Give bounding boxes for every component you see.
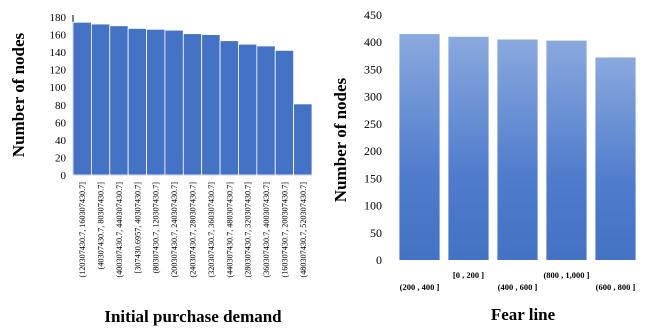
bar [109, 25, 129, 176]
bar [201, 34, 221, 176]
y-tick-label: 250 [364, 117, 382, 131]
y-tick-labels: 0 50 100 150 200 250 300 350 400 450 [364, 8, 382, 267]
x-tick-labels: (200 , 400 ] [0 , 200 ] (400 , 600 ] (800 ,… [400, 270, 636, 292]
x-tick-label: (320307430.7, 360307430.7] [207, 182, 216, 278]
bar [497, 39, 538, 260]
y-tick-labels: 0 20 40 60 80 100 120 140 160 180 [50, 12, 67, 182]
bar [399, 34, 440, 260]
chart-fear-line: 0 50 100 150 200 250 300 350 400 450 (200 , 400 ]… [331, 8, 636, 324]
bar [546, 40, 587, 260]
y-tick-label: 80 [55, 100, 67, 112]
y-tick-label: 450 [364, 8, 382, 22]
bars [399, 34, 636, 261]
y-tick-label: 160 [50, 30, 67, 42]
y-tick-label: 100 [364, 199, 382, 213]
bar [219, 40, 239, 176]
y-tick-label: 60 [55, 117, 67, 129]
x-tick-label: (40307430.7, 80307430.7] [97, 182, 106, 270]
y-tick-label: 180 [50, 12, 67, 24]
x-axis-label: Initial purchase demand [104, 307, 282, 326]
y-tick-label: 0 [376, 253, 382, 267]
x-tick-label: (400 , 600 ] [498, 282, 538, 292]
x-tick-label: (160307430.7, 200307430.7] [280, 182, 289, 278]
x-tick-label: [307430.6957, 40307430.7] [133, 182, 142, 274]
bar [274, 49, 295, 176]
x-tick-label: (480307430.7, 520307430.7] [299, 182, 308, 278]
x-tick-label: (120307430.7, 160307430.7] [78, 182, 87, 278]
x-tick-label: (440307430.7, 480307430.7] [225, 182, 234, 278]
x-axis-label: Fear line [491, 305, 556, 324]
bar [182, 33, 203, 176]
y-tick-label: 350 [364, 62, 382, 76]
y-tick-label: 40 [55, 135, 67, 147]
bar [293, 103, 313, 176]
x-tick-label: (360307430.7, 400307430.7] [262, 182, 271, 278]
bar [72, 21, 92, 176]
x-tick-label: (800 , 1,000 ] [543, 270, 589, 280]
x-tick-label: (80307430.7, 120307430.7] [152, 182, 161, 274]
y-tick-label: 120 [50, 65, 67, 77]
bar [595, 57, 636, 260]
y-tick-label: 0 [61, 170, 67, 182]
bars [72, 21, 313, 176]
y-tick-label: 140 [50, 47, 67, 59]
y-tick-label: 50 [370, 226, 382, 240]
bar [448, 36, 489, 261]
y-axis-label: Number of nodes [9, 32, 28, 157]
bar [164, 29, 184, 176]
chart-initial-purchase-demand: 0 20 40 60 80 100 120 140 160 180 (120307430.7, 1… [9, 12, 313, 326]
x-tick-label: (200307430.7, 240307430.7] [170, 182, 179, 278]
bar [146, 28, 166, 176]
bar [90, 23, 111, 176]
bar [256, 45, 276, 176]
y-tick-label: 100 [50, 82, 67, 94]
bar [127, 28, 147, 176]
x-tick-label: (400307430.7, 440307430.7] [115, 182, 124, 278]
x-tick-labels: (120307430.7, 160307430.7] (40307430.7, 8… [78, 182, 308, 278]
y-tick-label: 150 [364, 171, 382, 185]
y-tick-label: 300 [364, 90, 382, 104]
bar [238, 43, 258, 176]
y-axis-label: Number of nodes [331, 77, 350, 202]
y-tick-label: 200 [364, 144, 382, 158]
y-tick-label: 400 [364, 35, 382, 49]
x-tick-label: (200 , 400 ] [400, 282, 440, 292]
x-tick-label: (240307430.7, 280307430.7] [189, 182, 198, 278]
x-tick-label: (280307430.7, 320307430.7] [244, 182, 253, 278]
x-tick-label: [0 , 200 ] [453, 270, 484, 280]
x-tick-label: (600 , 800 ] [596, 282, 636, 292]
y-tick-label: 20 [55, 152, 67, 164]
